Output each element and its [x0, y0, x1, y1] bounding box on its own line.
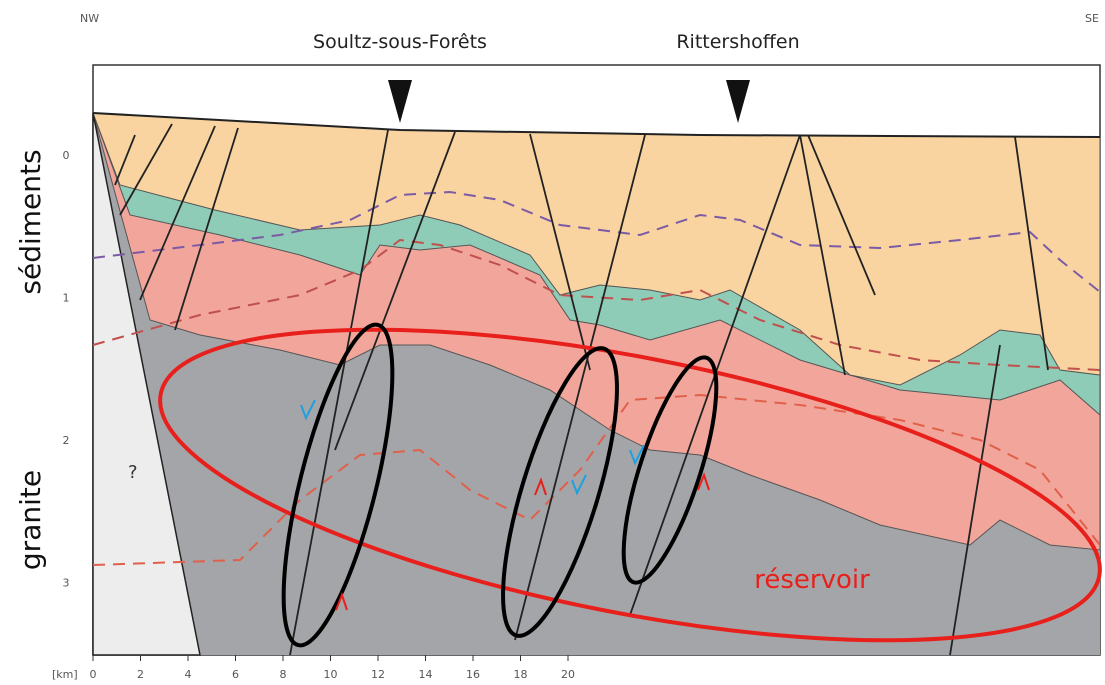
se-label: SE — [1085, 12, 1099, 25]
axis-unit: [km] — [52, 668, 78, 681]
reservoir-label: réservoir — [754, 565, 870, 595]
nw-label: NW — [80, 12, 99, 25]
x-tick-label: 0 — [90, 668, 97, 681]
x-tick-label: 2 — [137, 668, 144, 681]
x-tick-label: 8 — [280, 668, 287, 681]
cross-section: NW SE Soultz-sous-Forêts Rittershoffen — [0, 0, 1105, 685]
side-label: sédiments — [14, 149, 47, 294]
x-tick-label: 12 — [371, 668, 385, 681]
y-tick-label: 1 — [63, 292, 70, 305]
x-tick-label: 18 — [514, 668, 528, 681]
question-mark: ? — [128, 462, 138, 483]
well-label: Rittershoffen — [676, 31, 799, 53]
x-tick-label: 4 — [185, 668, 192, 681]
x-tick-label: 10 — [324, 668, 338, 681]
y-tick-label: 3 — [63, 577, 70, 590]
y-tick-label: 0 — [63, 149, 70, 162]
x-tick-label: 20 — [561, 668, 575, 681]
x-tick-label: 14 — [419, 668, 433, 681]
x-tick-label: 6 — [232, 668, 239, 681]
y-tick-label: 2 — [63, 434, 70, 447]
side-label: granite — [14, 470, 47, 570]
x-tick-label: 16 — [466, 668, 480, 681]
well-label: Soultz-sous-Forêts — [313, 31, 487, 53]
